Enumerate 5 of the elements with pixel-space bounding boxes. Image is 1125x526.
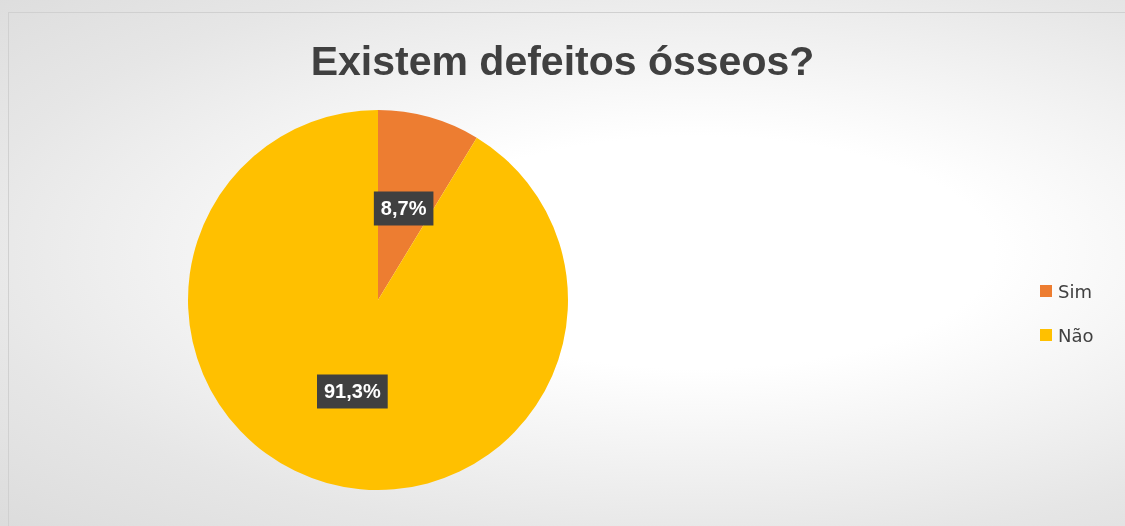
data-label: 91,3% <box>324 379 381 402</box>
legend-label: Sim <box>1058 280 1092 302</box>
legend-label: Não <box>1058 324 1094 346</box>
chart-title: Existem defeitos ósseos? <box>309 38 816 85</box>
data-label: 8,7% <box>380 197 427 220</box>
